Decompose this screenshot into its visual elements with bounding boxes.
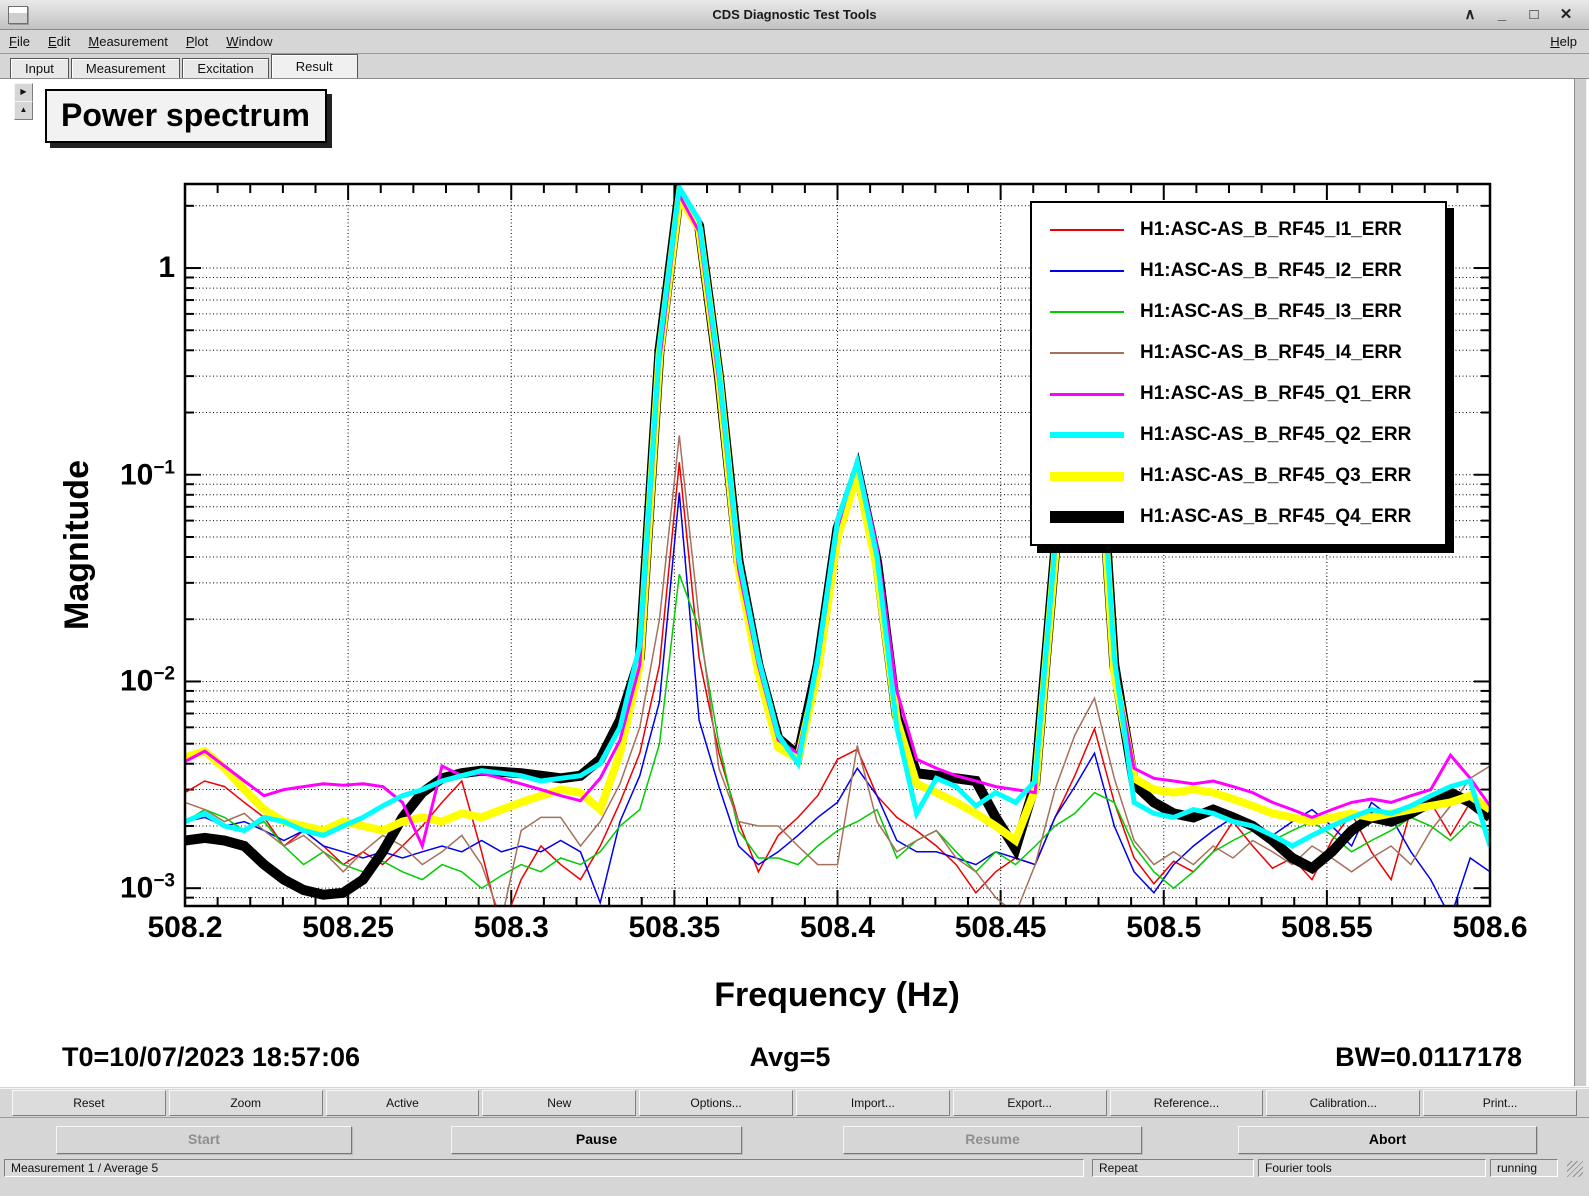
tab-input[interactable]: Input <box>10 58 69 78</box>
x-tick-508-45: 508.45 <box>954 911 1047 944</box>
trace-h1-asc-as-b-rf45-i4-err <box>185 435 1490 906</box>
trace-h1-asc-as-b-rf45-i3-err <box>185 574 1490 890</box>
active-button[interactable]: Active <box>325 1090 480 1116</box>
calibration-button[interactable]: Calibration... <box>1266 1090 1421 1116</box>
status-measurement: Measurement 1 / Average 5 <box>4 1159 1084 1177</box>
legend-item: H1:ASC-AS_B_RF45_I2_ERR <box>1050 260 1445 282</box>
menu-help[interactable]: Help <box>1550 34 1577 49</box>
panel-arrow-up-icon[interactable]: ▲ <box>14 101 33 120</box>
status-repeat: Repeat <box>1092 1159 1254 1177</box>
x-tick-508-3: 508.3 <box>473 911 549 944</box>
y-axis-label: Magnitude <box>58 460 96 630</box>
legend-channel-label: H1:ASC-AS_B_RF45_Q3_ERR <box>1140 465 1412 487</box>
legend-channel-label: H1:ASC-AS_B_RF45_Q1_ERR <box>1140 383 1412 405</box>
tab-excitation[interactable]: Excitation <box>182 58 269 78</box>
legend-item: H1:ASC-AS_B_RF45_Q2_ERR <box>1050 424 1445 446</box>
toolbar: Reset Zoom Active New Options... Import... Exp… <box>0 1088 1589 1117</box>
vertical-scrollbar[interactable] <box>1574 79 1587 1086</box>
legend-channel-label: H1:ASC-AS_B_RF45_I4_ERR <box>1140 341 1402 363</box>
legend-channel-label: H1:ASC-AS_B_RF45_Q4_ERR <box>1140 506 1412 528</box>
bw-annotation: BW=0.0117178 <box>1335 1042 1522 1072</box>
menu-file[interactable]: File <box>9 34 30 49</box>
start-button[interactable]: Start <box>56 1126 352 1154</box>
resume-button[interactable]: Resume <box>843 1126 1142 1154</box>
legend-channel-label: H1:ASC-AS_B_RF45_Q2_ERR <box>1140 424 1412 446</box>
legend-item: H1:ASC-AS_B_RF45_Q4_ERR <box>1050 506 1445 528</box>
avg-annotation: Avg=5 <box>749 1042 831 1072</box>
y-tick-1e-1: 10−1 <box>119 457 175 492</box>
legend-channel-label: H1:ASC-AS_B_RF45_I3_ERR <box>1140 300 1402 322</box>
x-tick-508-5: 508.5 <box>1126 911 1202 944</box>
x-tick-508-55: 508.55 <box>1280 911 1373 944</box>
print-button[interactable]: Print... <box>1423 1090 1577 1116</box>
window-icon[interactable] <box>8 5 28 24</box>
menubar: File Edit Measurement Plot Window Help <box>0 30 1589 54</box>
export-button[interactable]: Export... <box>952 1090 1107 1116</box>
close-button[interactable]: ✕ <box>1559 5 1573 23</box>
status-tools: Fourier tools <box>1258 1159 1486 1177</box>
pause-button[interactable]: Pause <box>451 1126 742 1154</box>
maximize-button[interactable]: □ <box>1529 5 1539 23</box>
plot-legend: H1:ASC-AS_B_RF45_I1_ERR H1:ASC-AS_B_RF45_… <box>1030 201 1447 546</box>
x-tick-508-6: 508.6 <box>1452 911 1528 944</box>
resize-grip[interactable] <box>1567 1161 1583 1177</box>
y-tick-1e0: 1 <box>158 251 175 285</box>
menu-window[interactable]: Window <box>226 34 273 49</box>
x-tick-508-2: 508.2 <box>147 911 223 944</box>
trace-h1-asc-as-b-rf45-q2-err <box>185 184 1490 849</box>
result-panel: ▶ ▲ Power spectrum Magnitude 508.2 508.25… <box>0 78 1589 1087</box>
plot-title: Power spectrum <box>45 89 327 143</box>
shade-button[interactable]: ∧ <box>1464 5 1476 23</box>
titlebar[interactable]: CDS Diagnostic Test Tools ∧ _ □ ✕ <box>0 0 1589 30</box>
run-controls: Start Pause Resume Abort <box>0 1117 1589 1158</box>
t0-annotation: T0=10/07/2023 18:57:06 <box>62 1042 360 1072</box>
plot-canvas[interactable] <box>175 179 1515 919</box>
legend-channel-label: H1:ASC-AS_B_RF45_I2_ERR <box>1140 259 1402 281</box>
reset-button[interactable]: Reset <box>12 1090 166 1116</box>
options-button[interactable]: Options... <box>639 1090 793 1116</box>
minimize-button[interactable]: _ <box>1497 5 1507 23</box>
statusbar: Measurement 1 / Average 5 Repeat Fourier… <box>0 1157 1589 1181</box>
tabbar: Input Measurement Excitation Result <box>0 54 1589 78</box>
legend-line-swatch <box>1050 310 1124 313</box>
legend-item: H1:ASC-AS_B_RF45_I4_ERR <box>1050 342 1445 364</box>
abort-button[interactable]: Abort <box>1238 1126 1537 1154</box>
legend-line-swatch <box>1050 511 1124 524</box>
import-button[interactable]: Import... <box>795 1090 950 1116</box>
window-title: CDS Diagnostic Test Tools <box>712 7 877 22</box>
window-controls: ∧ _ □ ✕ <box>1461 6 1589 24</box>
new-button[interactable]: New <box>482 1090 637 1116</box>
legend-item: H1:ASC-AS_B_RF45_I1_ERR <box>1050 219 1445 241</box>
menu-edit[interactable]: Edit <box>47 34 71 49</box>
legend-line-swatch <box>1050 392 1124 396</box>
legend-item: H1:ASC-AS_B_RF45_I3_ERR <box>1050 301 1445 323</box>
legend-channel-label: H1:ASC-AS_B_RF45_I1_ERR <box>1140 218 1402 240</box>
menu-measurement[interactable]: Measurement <box>88 34 168 49</box>
panel-arrow-right-icon[interactable]: ▶ <box>14 83 33 102</box>
legend-line-swatch <box>1050 432 1124 439</box>
menu-plot[interactable]: Plot <box>185 34 209 49</box>
legend-line-swatch <box>1050 351 1124 354</box>
tab-measurement[interactable]: Measurement <box>70 58 181 78</box>
legend-line-swatch <box>1050 269 1124 272</box>
legend-item: H1:ASC-AS_B_RF45_Q1_ERR <box>1050 383 1445 405</box>
status-state: running <box>1490 1159 1558 1177</box>
legend-line-swatch <box>1050 228 1124 231</box>
x-tick-508-4: 508.4 <box>799 911 876 944</box>
reference-button[interactable]: Reference... <box>1109 1090 1264 1116</box>
legend-item: H1:ASC-AS_B_RF45_Q3_ERR <box>1050 465 1445 487</box>
y-tick-1e-3: 10−3 <box>119 870 175 905</box>
x-tick-508-25: 508.25 <box>302 911 394 944</box>
y-tick-1e-2: 10−2 <box>119 663 175 698</box>
tab-result[interactable]: Result <box>270 54 358 78</box>
x-axis-label: Frequency (Hz) <box>714 976 960 1014</box>
legend-line-swatch <box>1050 471 1124 481</box>
zoom-button[interactable]: Zoom <box>168 1090 323 1116</box>
x-tick-508-35: 508.35 <box>628 911 721 944</box>
